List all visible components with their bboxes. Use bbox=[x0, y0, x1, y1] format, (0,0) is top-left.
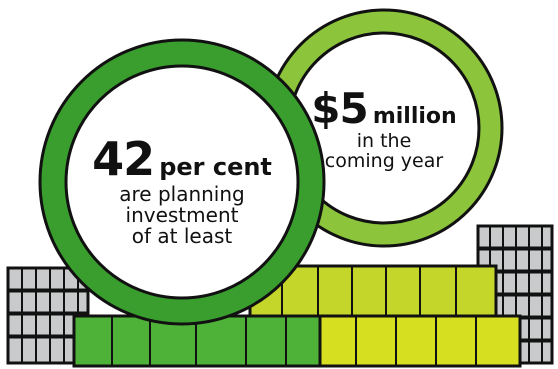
left-circle-text: 42 per cent are planning investment of a… bbox=[72, 136, 292, 246]
right-unit: million bbox=[372, 104, 457, 129]
left-figure: 42 bbox=[92, 132, 155, 186]
left-circle-coin bbox=[38, 38, 326, 326]
left-unit: per cent bbox=[159, 153, 272, 181]
green-coin-base bbox=[72, 314, 522, 368]
left-line-3: of at least bbox=[131, 224, 233, 248]
right-figure: $5 bbox=[311, 84, 368, 133]
right-line-1: in the bbox=[356, 130, 412, 152]
left-line-1: are planning bbox=[119, 182, 245, 206]
left-line-2: investment bbox=[125, 203, 239, 227]
right-circle-coin bbox=[264, 8, 504, 248]
right-circle-text: $5 million in the coming year bbox=[294, 88, 474, 171]
right-line-2: coming year bbox=[324, 150, 444, 172]
lime-coin-upper bbox=[248, 264, 498, 318]
